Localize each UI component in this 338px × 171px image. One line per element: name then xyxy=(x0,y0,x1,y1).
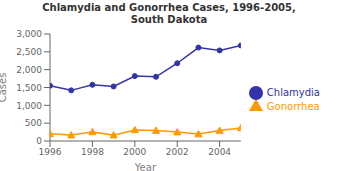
svg-text:3,000: 3,000 xyxy=(16,29,42,39)
svg-text:500: 500 xyxy=(25,118,42,128)
html-text:South Dakota: South Dakota xyxy=(130,14,208,25)
svg-text:1,500: 1,500 xyxy=(16,83,42,93)
html-text:Chlamydia and Gonorrhea Cases,: Chlamydia and Gonorrhea Cases, 1996-2005… xyxy=(42,2,296,13)
svg-text:2000: 2000 xyxy=(123,147,146,157)
svg-text:2,000: 2,000 xyxy=(16,65,42,75)
svg-text:1,000: 1,000 xyxy=(16,101,42,111)
svg-text:Year: Year xyxy=(134,162,157,171)
html-text:Gonorrhea: Gonorrhea xyxy=(266,100,320,112)
html-text:Chlamydia: Chlamydia xyxy=(266,86,320,98)
svg-text:2004: 2004 xyxy=(208,147,231,157)
svg-text:1998: 1998 xyxy=(81,147,104,157)
svg-text:2002: 2002 xyxy=(166,147,189,157)
svg-text:2,500: 2,500 xyxy=(16,47,42,57)
svg-text:1996: 1996 xyxy=(39,147,62,157)
svg-text:0: 0 xyxy=(36,136,42,146)
